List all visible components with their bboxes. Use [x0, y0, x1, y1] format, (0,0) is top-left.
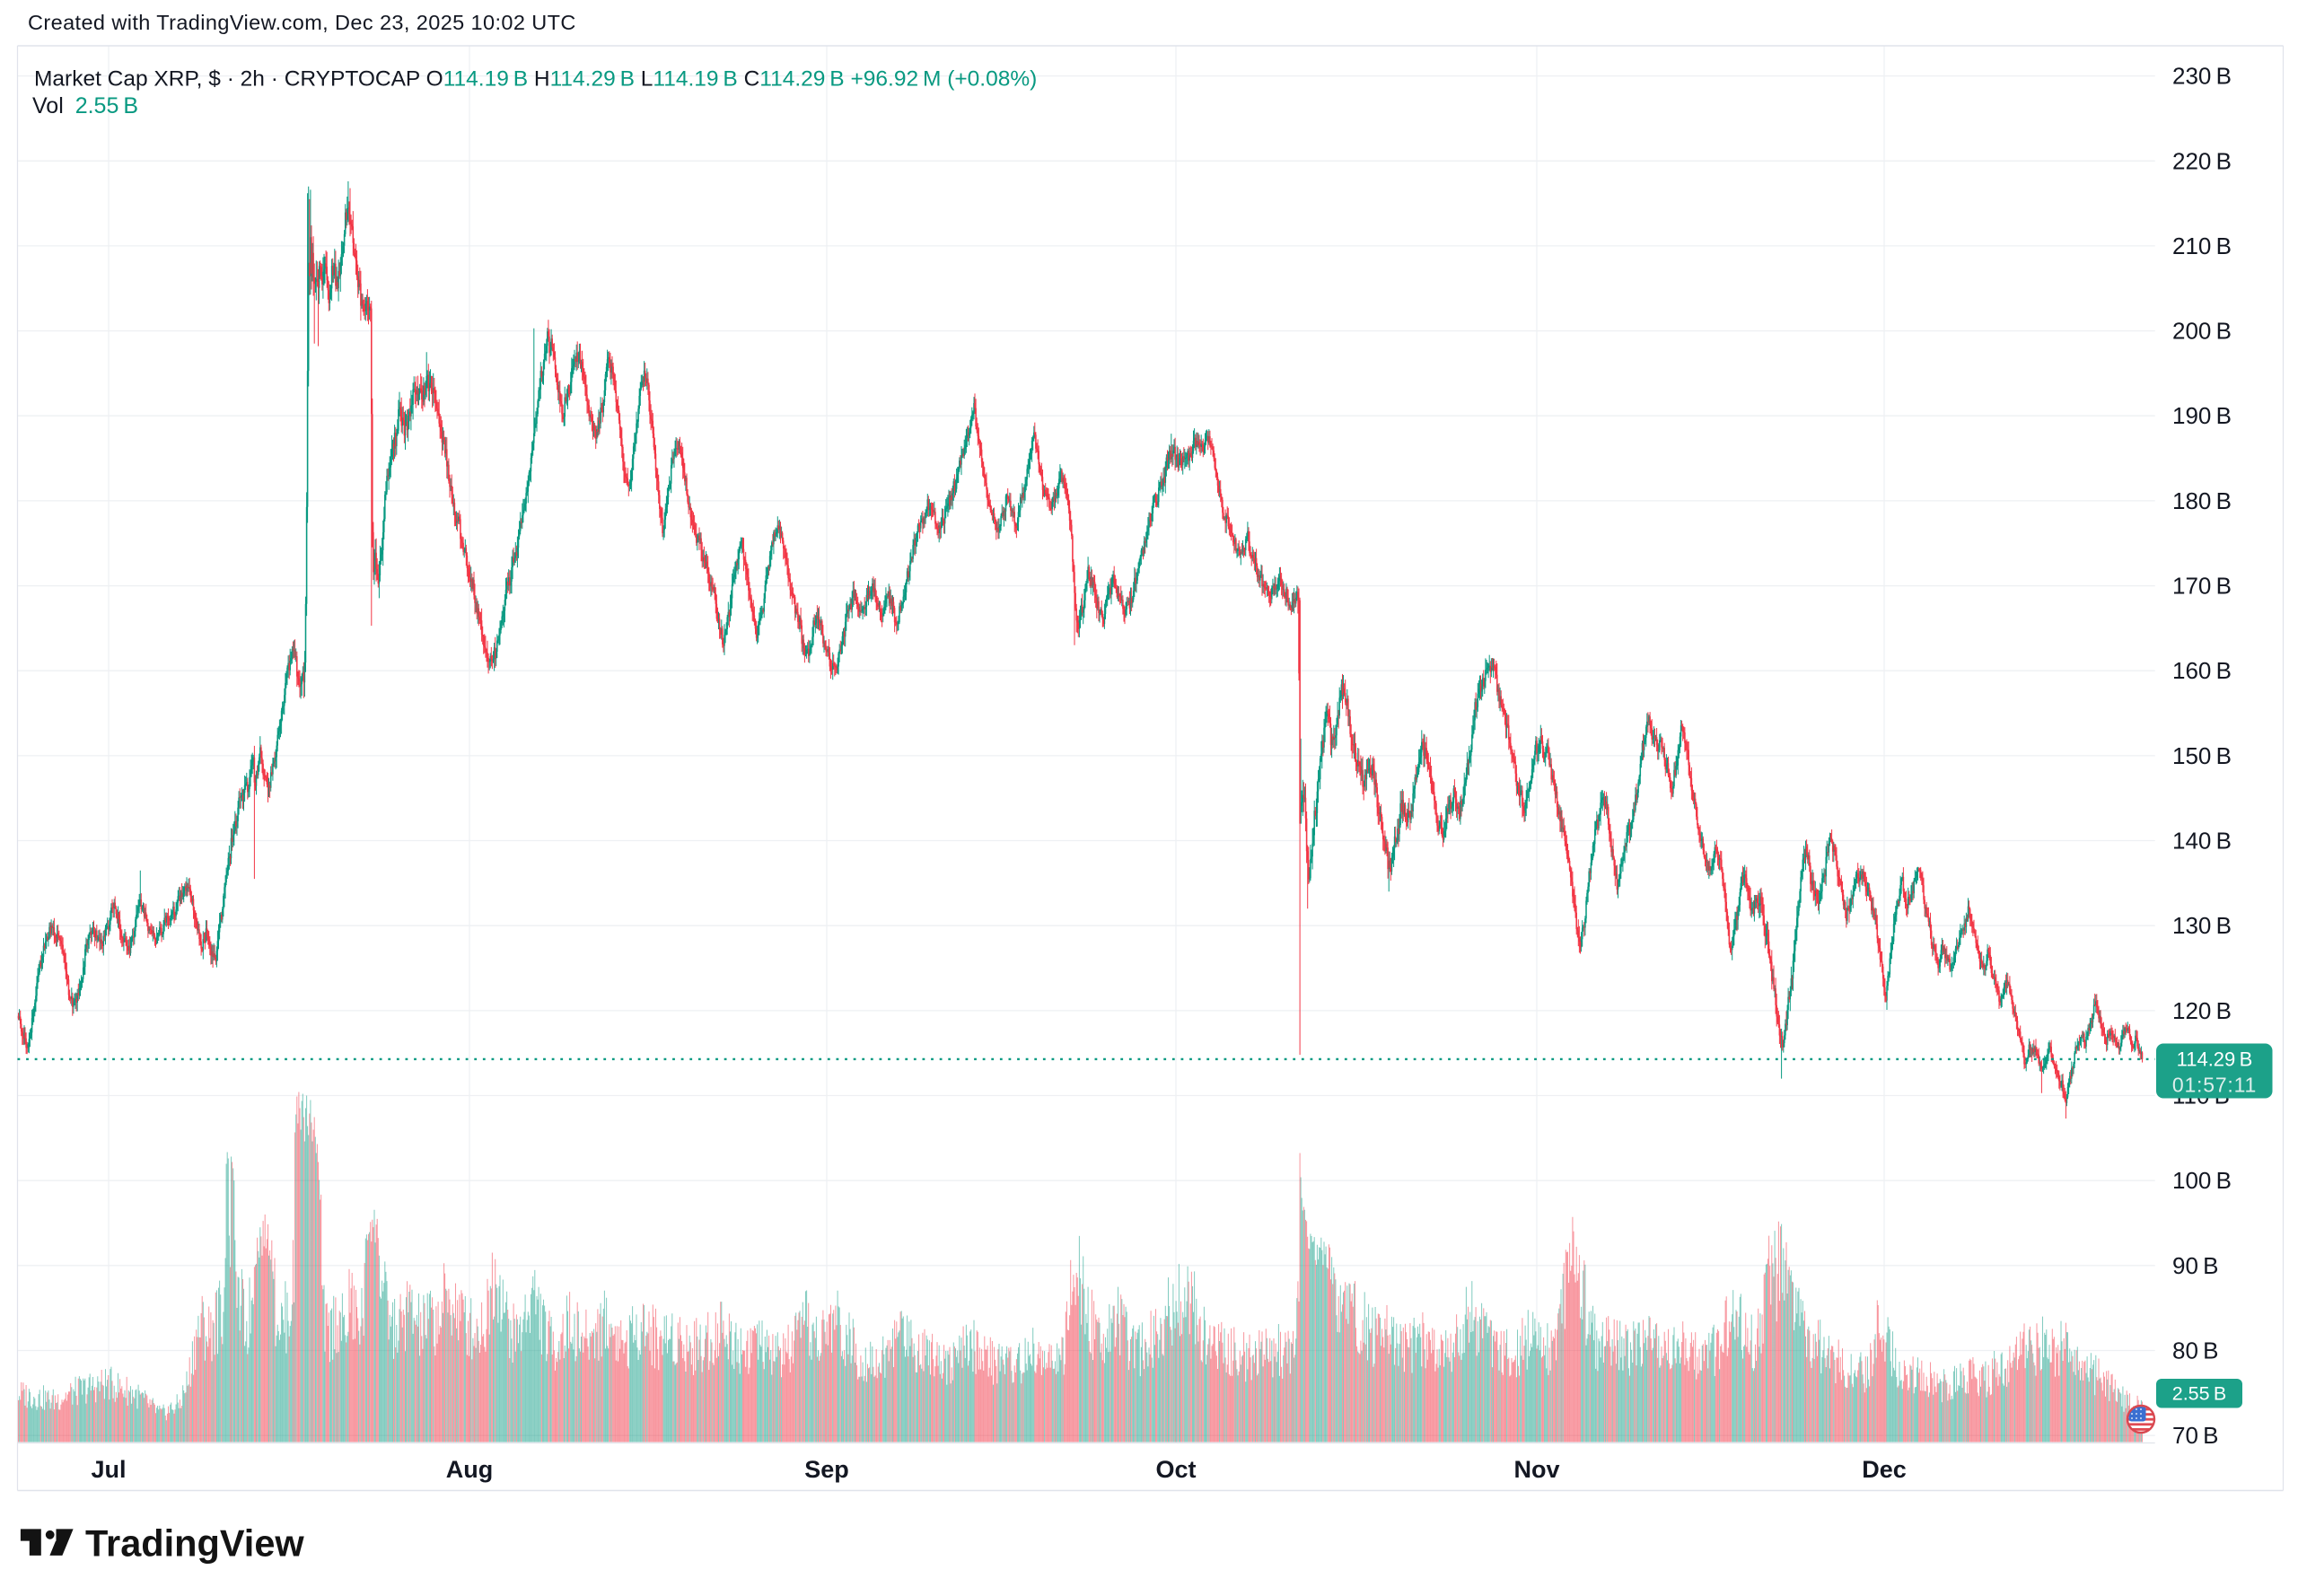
- svg-text:220 B: 220 B: [2172, 147, 2232, 174]
- svg-text:100 B: 100 B: [2172, 1167, 2232, 1194]
- svg-text:Aug: Aug: [446, 1456, 493, 1483]
- svg-text:190 B: 190 B: [2172, 402, 2232, 429]
- svg-text:Created with TradingView.com,: Created with TradingView.com, Dec 23, 20…: [28, 11, 576, 34]
- svg-text:140 B: 140 B: [2172, 828, 2232, 855]
- svg-text:180 B: 180 B: [2172, 487, 2232, 514]
- svg-text:70 B: 70 B: [2172, 1422, 2218, 1449]
- svg-text:114.29 B: 114.29 B: [2177, 1048, 2253, 1071]
- svg-text:80 B: 80 B: [2172, 1337, 2218, 1364]
- svg-text:230 B: 230 B: [2172, 63, 2232, 90]
- svg-text:Market Cap XRP, $ · 2h · CRYPT: Market Cap XRP, $ · 2h · CRYPTOCAP O114.…: [34, 67, 1037, 92]
- svg-text:Oct: Oct: [1155, 1456, 1196, 1483]
- svg-text:Jul: Jul: [91, 1456, 126, 1483]
- svg-text:160 B: 160 B: [2172, 657, 2232, 684]
- svg-text:130 B: 130 B: [2172, 912, 2232, 939]
- svg-text:170 B: 170 B: [2172, 573, 2232, 600]
- svg-text:200 B: 200 B: [2172, 318, 2232, 345]
- svg-text:120 B: 120 B: [2172, 997, 2232, 1024]
- svg-text:2.55 B: 2.55 B: [2172, 1383, 2227, 1405]
- svg-text:Sep: Sep: [804, 1456, 849, 1483]
- svg-text:150 B: 150 B: [2172, 742, 2232, 769]
- svg-text:Dec: Dec: [1862, 1456, 1907, 1483]
- svg-text:210 B: 210 B: [2172, 232, 2232, 259]
- svg-text:Vol 2.55 B: Vol 2.55 B: [32, 93, 138, 118]
- svg-text:01:57:11: 01:57:11: [2172, 1074, 2257, 1097]
- svg-text:Nov: Nov: [1513, 1456, 1559, 1483]
- svg-text:TradingView: TradingView: [85, 1522, 304, 1565]
- svg-text:90 B: 90 B: [2172, 1252, 2218, 1279]
